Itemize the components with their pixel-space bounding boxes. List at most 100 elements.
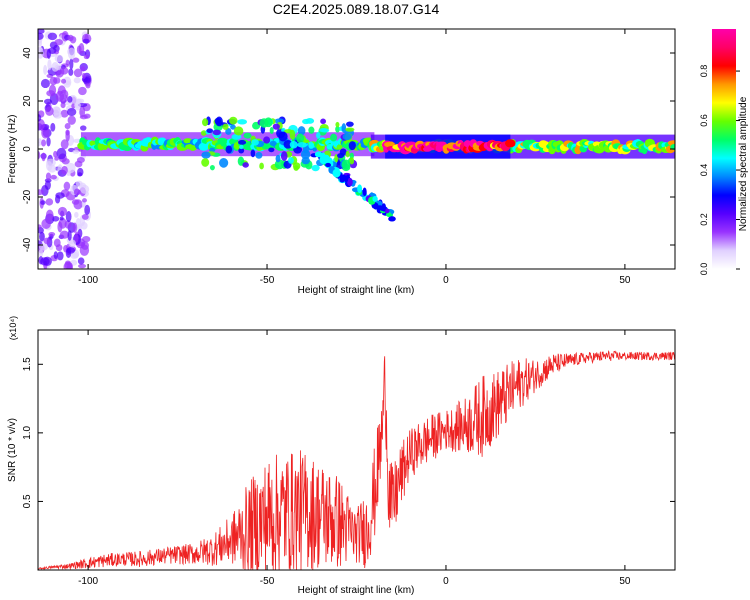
heat-cell bbox=[287, 156, 294, 164]
heat-cell bbox=[362, 187, 367, 197]
heat-cell bbox=[53, 251, 58, 260]
heat-cell bbox=[505, 139, 516, 148]
heat-cell bbox=[65, 210, 72, 223]
heat-cell bbox=[63, 181, 71, 191]
heat-cell bbox=[53, 150, 58, 158]
heat-cell bbox=[269, 140, 277, 147]
heat-cell bbox=[59, 230, 70, 239]
heat-cell bbox=[302, 145, 309, 154]
heat-cell bbox=[45, 209, 54, 222]
heat-cell bbox=[272, 123, 280, 130]
heat-cell bbox=[77, 257, 85, 265]
colorbar-tick-label: 0.4 bbox=[699, 164, 709, 177]
heat-cell bbox=[68, 68, 74, 76]
heat-cell bbox=[243, 132, 252, 139]
heat-cell bbox=[200, 130, 207, 136]
heat-cell bbox=[71, 199, 80, 205]
heat-cell bbox=[209, 164, 215, 171]
y-tick-label: 1.5 bbox=[22, 357, 33, 371]
y-tick-label: 0 bbox=[22, 146, 33, 152]
colorbar-gradient bbox=[712, 29, 736, 269]
heat-cell bbox=[342, 133, 352, 141]
snr-series bbox=[38, 350, 675, 570]
heat-cell bbox=[61, 165, 68, 175]
heat-cell bbox=[238, 140, 247, 145]
heat-cell bbox=[386, 212, 392, 217]
heat-cell bbox=[341, 159, 351, 170]
heat-cell bbox=[209, 147, 216, 153]
heat-cell bbox=[219, 158, 229, 168]
y-tick-label: 20 bbox=[22, 95, 33, 107]
spectrogram-x-label: Height of straight line (km) bbox=[298, 285, 415, 296]
heat-cell bbox=[68, 239, 76, 248]
heat-cell bbox=[251, 139, 259, 146]
colorbar: 0.0 0.2 0.4 0.6 0.8 Normalized spectral ampl… bbox=[699, 29, 749, 275]
snr-frame bbox=[37, 329, 676, 571]
heat-cell bbox=[43, 237, 51, 245]
heat-cell bbox=[64, 220, 72, 229]
heat-cell bbox=[51, 215, 60, 222]
heat-cell bbox=[388, 216, 396, 222]
heat-cell bbox=[38, 189, 44, 196]
heat-cell bbox=[322, 154, 330, 161]
heat-cell bbox=[67, 230, 72, 241]
heat-cell bbox=[215, 116, 223, 127]
heat-cell bbox=[202, 118, 209, 127]
heat-cell bbox=[201, 158, 210, 167]
heat-cell bbox=[312, 147, 317, 152]
heat-cell bbox=[73, 68, 83, 78]
heat-cell bbox=[38, 224, 42, 230]
heat-cell bbox=[55, 244, 63, 252]
heat-cell bbox=[347, 177, 353, 187]
heat-cell bbox=[345, 127, 355, 132]
colorbar-tick-label: 0.2 bbox=[699, 213, 709, 226]
colorbar-tick-label: 0.6 bbox=[699, 114, 709, 127]
heat-cell bbox=[212, 129, 221, 136]
heat-cell bbox=[56, 251, 64, 261]
heat-cell bbox=[73, 188, 81, 196]
heat-cell bbox=[60, 102, 66, 109]
heat-cell bbox=[80, 221, 88, 230]
x-tick-label: 0 bbox=[443, 576, 449, 587]
heat-feature bbox=[381, 134, 516, 159]
heat-cell bbox=[269, 127, 274, 134]
heat-cell bbox=[83, 54, 90, 60]
heat-cell bbox=[73, 77, 81, 84]
heat-cell bbox=[69, 58, 74, 70]
heat-cell bbox=[53, 77, 61, 84]
heat-cell bbox=[349, 152, 354, 160]
heat-feature bbox=[200, 116, 358, 172]
spectrogram-x-axis: -100 -50 0 50 bbox=[78, 29, 631, 286]
heat-cell bbox=[64, 80, 71, 86]
heat-cell bbox=[54, 54, 64, 63]
heat-cell bbox=[384, 208, 390, 214]
heat-cell bbox=[59, 216, 64, 221]
heat-cell bbox=[372, 195, 378, 202]
heat-cell bbox=[72, 57, 80, 63]
heat-cell bbox=[332, 140, 339, 147]
heat-cell bbox=[80, 125, 87, 131]
heat-cell bbox=[57, 206, 68, 217]
heat-cell bbox=[66, 262, 73, 269]
heat-cell bbox=[336, 144, 343, 150]
heat-cell bbox=[381, 203, 387, 212]
heat-cell bbox=[50, 122, 56, 132]
heat-cell bbox=[222, 123, 229, 130]
snr-y-axis: 0.5 1.0 1.5 bbox=[22, 357, 675, 508]
heat-cell bbox=[41, 218, 51, 229]
spectrogram-y-label: Frequency (Hz) bbox=[7, 115, 18, 184]
heat-cell bbox=[339, 175, 346, 183]
heat-cell bbox=[330, 133, 338, 142]
snr-multiplier: (x10⁴) bbox=[8, 316, 18, 340]
colorbar-label: Normalized spectral amplitude bbox=[738, 96, 749, 231]
heat-cell bbox=[237, 119, 248, 125]
x-tick-label: -50 bbox=[260, 275, 275, 286]
heat-cell bbox=[60, 109, 69, 118]
heat-cell bbox=[284, 129, 293, 134]
heat-cell bbox=[335, 121, 340, 128]
heat-cell bbox=[41, 127, 50, 139]
snr-line bbox=[38, 350, 675, 570]
heat-cell bbox=[38, 119, 45, 130]
heat-cell bbox=[44, 180, 51, 191]
heat-cell bbox=[45, 106, 54, 116]
